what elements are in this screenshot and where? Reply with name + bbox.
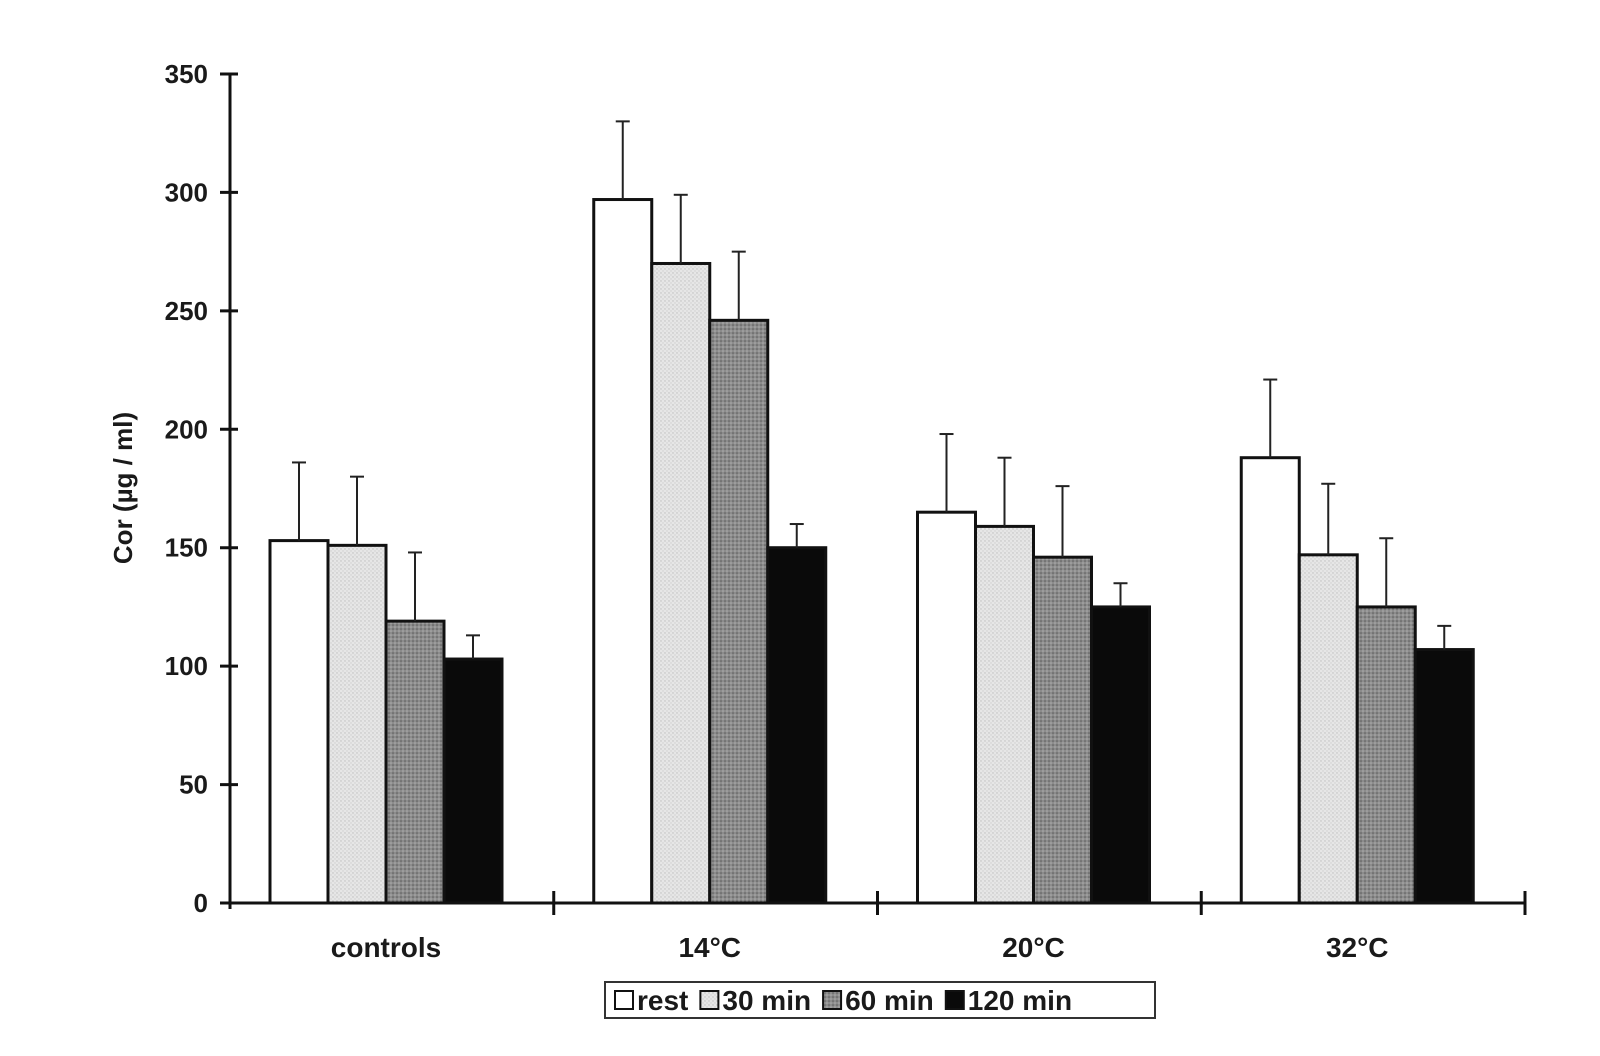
bar-60-min-3 <box>1355 605 1417 905</box>
category-label: controls <box>331 932 441 963</box>
bar-30-min-3 <box>1297 553 1359 905</box>
bar-30-min-0 <box>326 543 388 905</box>
bar-rest-2 <box>916 510 977 905</box>
bar-30-min-2 <box>974 524 1035 905</box>
bar-60-min-2 <box>1032 555 1093 905</box>
y-tick-label: 100 <box>165 651 208 681</box>
legend-label: 120 min <box>968 985 1072 1016</box>
bar-120-min-3 <box>1413 648 1475 905</box>
legend-swatch-60-min <box>822 990 843 1010</box>
bar-60-min-0 <box>384 619 446 905</box>
y-tick-label: 250 <box>165 296 208 326</box>
bar-120-min-2 <box>1090 605 1151 905</box>
bar-60-min-1 <box>708 318 770 905</box>
y-tick-label: 200 <box>165 414 208 444</box>
legend-label: 30 min <box>722 985 811 1016</box>
category-label: 14°C <box>678 932 741 963</box>
y-tick-label: 0 <box>194 888 208 918</box>
bar-30-min-1 <box>650 261 712 905</box>
bar-120-min-1 <box>766 546 828 905</box>
category-label: 20°C <box>1002 932 1065 963</box>
legend-swatch-120-min <box>944 990 965 1010</box>
legend-frame <box>604 981 1156 1019</box>
bar-120-min-0 <box>442 657 504 905</box>
legend: rest 30 min 60 min 120 min <box>604 981 1156 1019</box>
legend-swatch-30-min <box>699 990 720 1010</box>
y-axis-label: Cor (µg / ml) <box>108 412 138 564</box>
bar-rest-3 <box>1239 456 1301 905</box>
y-tick-label: 50 <box>179 770 208 800</box>
category-label: 32°C <box>1326 932 1389 963</box>
legend-label: 60 min <box>845 985 934 1016</box>
legend-label: rest <box>637 985 688 1016</box>
bar-rest-0 <box>268 539 330 905</box>
bar-rest-1 <box>592 198 654 905</box>
axes-layer: controls 14°C 20°C 32°C 0 50 100 150 200 250 300 35… <box>108 59 1527 963</box>
bars-layer <box>268 120 1475 905</box>
y-tick-label: 300 <box>165 177 208 207</box>
legend-swatch-rest <box>614 990 634 1010</box>
y-tick-label: 150 <box>165 533 208 563</box>
y-tick-label: 350 <box>165 59 208 89</box>
